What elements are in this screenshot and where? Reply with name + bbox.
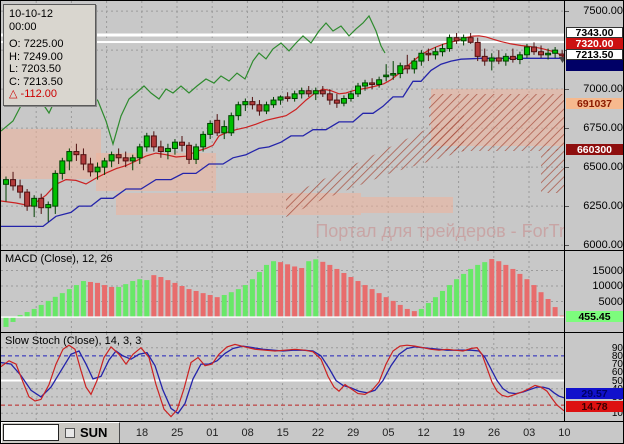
axis-tick bbox=[565, 206, 569, 208]
macd-title: MACD (Close), 12, 26 bbox=[5, 253, 113, 265]
x-axis-label: 18 bbox=[135, 427, 149, 439]
value-tag: 29.57 bbox=[566, 388, 623, 399]
stoch-title: Slow Stoch (Close), 14, 3, 3 bbox=[5, 335, 142, 347]
panel-separator bbox=[1, 332, 623, 333]
stoch-panel[interactable]: Slow Stoch (Close), 14, 3, 3 90807060504… bbox=[1, 333, 623, 421]
x-axis-label: 10 bbox=[558, 427, 571, 439]
value-tag: 7213.50 bbox=[566, 49, 623, 60]
x-axis-label: 22 bbox=[311, 427, 325, 439]
symbol-label: SUN bbox=[80, 425, 108, 440]
axis-tick bbox=[565, 11, 569, 13]
value-tag: 7320.00 bbox=[566, 38, 623, 49]
last-price-marker bbox=[559, 57, 565, 63]
panel-separator bbox=[1, 250, 623, 251]
symbol-checkbox[interactable] bbox=[65, 428, 75, 438]
y-axis-label: 10 bbox=[611, 408, 623, 420]
y-axis-label: 5000 bbox=[598, 295, 623, 308]
price-axis: 7500.007250.007000.006750.006500.006250.… bbox=[565, 1, 623, 250]
x-axis-label: 12 bbox=[417, 427, 430, 439]
bottom-bar: SUN 18 25 01 08 15 22 29 05 12 19 26 03 10 bbox=[1, 422, 623, 443]
y-axis-label: 6000.00 bbox=[583, 239, 623, 250]
axis-tick bbox=[565, 89, 569, 91]
value-tag: 691037 bbox=[566, 98, 623, 109]
info-delta: △ -112.00 bbox=[9, 88, 58, 100]
y-axis-label: 70 bbox=[611, 359, 623, 371]
info-date: 10-10-12 bbox=[9, 8, 54, 20]
info-close: C: 7213.50 bbox=[9, 75, 63, 88]
y-axis-label: 6500.00 bbox=[583, 161, 623, 174]
ohlc-info-box: 10-10-12 00:00 O: 7225.00 H: 7249.00 L: … bbox=[3, 4, 96, 106]
x-axis-label: 03 bbox=[523, 427, 536, 439]
x-axis-label: 08 bbox=[241, 427, 254, 439]
info-time: 00:00 bbox=[9, 20, 37, 33]
info-open: O: 7225.00 bbox=[9, 38, 64, 50]
value-tag: 7343.00 bbox=[566, 27, 623, 38]
y-axis-label: 6250.00 bbox=[583, 200, 623, 213]
y-axis-label: 50 bbox=[611, 375, 623, 387]
price-panel[interactable]: Портал для трейдеров - ForTrader.ru 10-1… bbox=[1, 1, 623, 250]
axis-tick bbox=[565, 128, 569, 130]
x-axis-label: 15 bbox=[276, 427, 289, 439]
y-axis-label: 60 bbox=[611, 367, 623, 379]
axis-separator bbox=[564, 1, 565, 421]
macd-plot[interactable] bbox=[1, 251, 565, 332]
y-axis-label: 7500.00 bbox=[583, 5, 623, 18]
stoch-plot[interactable] bbox=[1, 333, 565, 421]
x-axis-label: 01 bbox=[206, 427, 219, 439]
value-tag: 660300 bbox=[566, 144, 623, 155]
x-axis-label: 19 bbox=[452, 427, 465, 439]
y-axis-label: 90 bbox=[611, 342, 623, 354]
panel-separator bbox=[1, 421, 623, 422]
y-axis-label: 80 bbox=[611, 350, 623, 362]
y-axis-label: 15000 bbox=[592, 264, 623, 277]
value-tag: 14.78 bbox=[566, 401, 623, 412]
macd-axis: 15000 10000 5000 455.45 bbox=[565, 251, 623, 332]
info-low: L: 7203.50 bbox=[9, 63, 62, 75]
value-tag: 455.45 bbox=[566, 311, 623, 322]
value-tag: 7192.00 bbox=[566, 60, 623, 71]
axis-tick bbox=[565, 245, 569, 247]
x-axis-label: 29 bbox=[347, 427, 360, 439]
watermark: Портал для трейдеров - ForTrader.ru bbox=[315, 221, 621, 241]
axis-tick bbox=[565, 167, 569, 169]
macd-panel[interactable]: MACD (Close), 12, 26 15000 10000 5000 455.4… bbox=[1, 251, 623, 332]
x-axis-label: 25 bbox=[171, 427, 184, 439]
y-axis-label: 7000.00 bbox=[583, 83, 623, 96]
x-axis-label: 05 bbox=[382, 427, 395, 439]
y-axis-label: 10000 bbox=[592, 280, 623, 292]
symbol-input[interactable] bbox=[3, 424, 59, 441]
symbol-panel: SUN bbox=[1, 422, 120, 443]
info-high: H: 7249.00 bbox=[9, 50, 63, 63]
y-axis-label: 6750.00 bbox=[583, 122, 623, 135]
price-plot[interactable] bbox=[1, 1, 565, 250]
x-axis-label: 26 bbox=[487, 427, 501, 439]
